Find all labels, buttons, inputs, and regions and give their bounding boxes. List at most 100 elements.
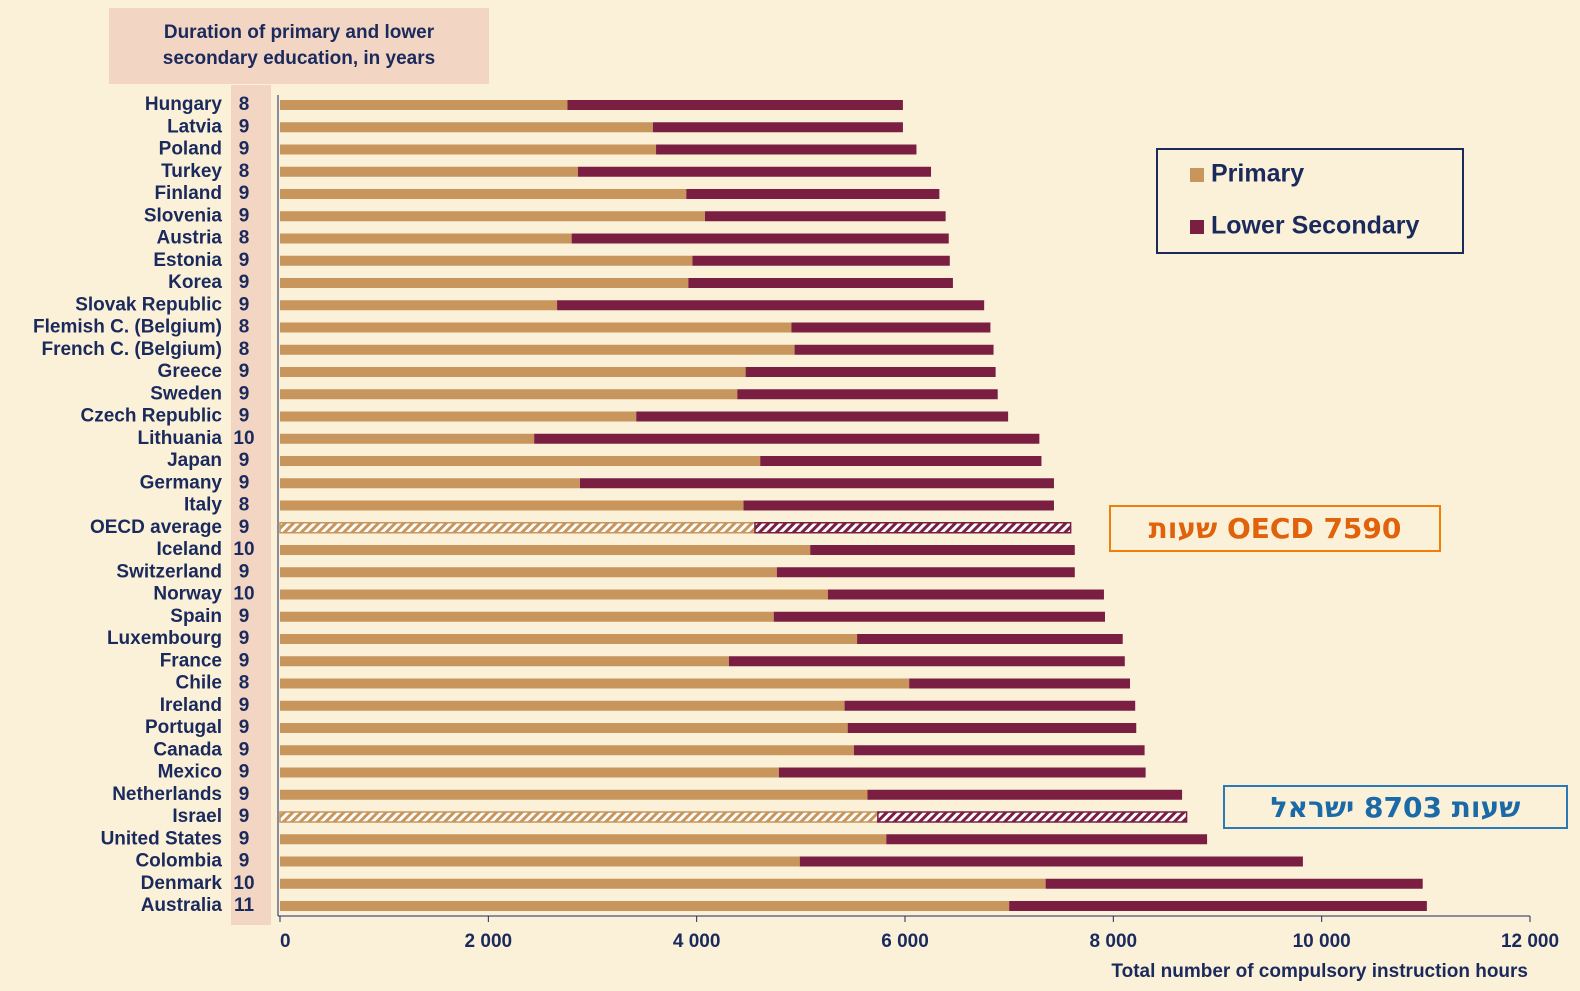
years-label: 8 — [239, 94, 250, 115]
bar-segment — [280, 189, 687, 199]
category-label: Hungary — [145, 94, 223, 115]
bar-segment — [652, 122, 903, 133]
category-label: Greece — [158, 361, 222, 382]
category-label: Australia — [141, 895, 223, 916]
years-label: 9 — [239, 183, 250, 204]
bar-segment — [877, 811, 1188, 823]
years-label: 9 — [239, 851, 250, 872]
bar-segment — [743, 500, 1054, 511]
years-label: 9 — [239, 272, 250, 293]
bar-segment — [280, 678, 910, 689]
bar-segment — [280, 611, 774, 622]
years-label: 9 — [239, 294, 250, 315]
bar-segment — [778, 767, 1146, 778]
bar-segment — [580, 478, 1054, 489]
bar-segment — [567, 100, 903, 110]
bar-segment — [280, 233, 572, 244]
bar-segment — [737, 389, 998, 400]
legend-label: Primary — [1211, 160, 1304, 188]
bar-segment — [827, 589, 1104, 600]
bar-segment — [1009, 901, 1427, 911]
bar-segment — [280, 344, 795, 355]
category-label: Turkey — [161, 161, 222, 182]
bar-segment — [857, 634, 1123, 644]
category-label: Luxembourg — [107, 628, 222, 649]
x-tick-label: 6 000 — [881, 931, 929, 952]
category-label: Japan — [167, 450, 222, 471]
bar-segment — [280, 634, 858, 644]
years-label: 9 — [239, 250, 250, 271]
category-label: Poland — [159, 139, 222, 160]
x-tick-label: 4 000 — [673, 931, 721, 952]
bar-segment — [280, 211, 705, 222]
category-label: Estonia — [153, 250, 222, 271]
x-tick-label: 10 000 — [1293, 931, 1351, 952]
bar-segment — [571, 233, 949, 244]
annotation: OECD 7590 שעות — [1109, 505, 1441, 552]
bar-segment — [280, 856, 800, 867]
category-label: Germany — [140, 472, 223, 493]
category-label: Iceland — [157, 539, 222, 560]
years-label: 9 — [239, 784, 250, 805]
years-label: 9 — [239, 205, 250, 226]
years-label: 8 — [239, 228, 250, 249]
years-label: 9 — [239, 450, 250, 471]
bar-segment — [280, 122, 653, 133]
years-label: 8 — [239, 317, 250, 338]
category-label: Slovak Republic — [75, 294, 222, 315]
x-tick-label: 12 000 — [1501, 931, 1559, 952]
bar-segment — [280, 456, 761, 466]
bar-segment — [909, 678, 1130, 689]
category-label: Canada — [153, 739, 222, 760]
years-label: 9 — [239, 139, 250, 160]
bar-segment — [728, 656, 1125, 667]
bar-segment — [692, 255, 950, 266]
bar-segment — [867, 789, 1183, 800]
bar-segment — [280, 545, 811, 555]
category-label: United States — [101, 828, 222, 849]
legend-swatch — [1190, 168, 1204, 182]
x-axis-label: Total number of compulsory instruction h… — [1111, 961, 1528, 982]
bar-segment — [280, 723, 848, 733]
category-label: Ireland — [160, 695, 222, 716]
category-label: Israel — [172, 806, 222, 827]
bar-segment — [280, 100, 568, 110]
bar-segment — [847, 723, 1137, 733]
years-label: 8 — [239, 673, 250, 694]
category-label: Chile — [176, 673, 222, 694]
category-label: Italy — [184, 495, 222, 516]
category-label: Finland — [154, 183, 222, 204]
legend-box — [1156, 148, 1464, 254]
years-label: 9 — [239, 116, 250, 137]
bar-segment — [280, 433, 535, 444]
annotation: שעות 8703 ישראל — [1223, 785, 1568, 829]
years-label: 9 — [239, 383, 250, 404]
bar-segment — [280, 322, 792, 333]
bar-segment — [280, 834, 887, 845]
bar-segment — [280, 878, 1046, 889]
years-band — [231, 85, 271, 925]
years-label: 8 — [239, 339, 250, 360]
category-label: Denmark — [141, 873, 223, 894]
bar-segment — [534, 433, 1040, 444]
category-label: Portugal — [145, 717, 222, 738]
bar-segment — [280, 300, 558, 311]
bar-segment — [280, 589, 828, 600]
category-label: French C. (Belgium) — [41, 339, 222, 360]
bar-segment — [705, 211, 946, 222]
category-label: Czech Republic — [81, 406, 223, 427]
category-label: OECD average — [90, 517, 222, 538]
bar-segment — [794, 344, 994, 355]
bar-segment — [745, 367, 996, 377]
bar-segment — [810, 545, 1075, 555]
category-label: Mexico — [158, 762, 222, 783]
bar-segment — [886, 834, 1208, 845]
category-label: Norway — [153, 584, 222, 605]
bar-segment — [636, 411, 1009, 422]
category-label: Austria — [157, 228, 223, 249]
years-label: 9 — [239, 806, 250, 827]
bar-segment — [280, 745, 854, 756]
bar-segment — [280, 567, 777, 578]
bar-segment — [577, 166, 932, 177]
bar-segment — [280, 166, 578, 177]
